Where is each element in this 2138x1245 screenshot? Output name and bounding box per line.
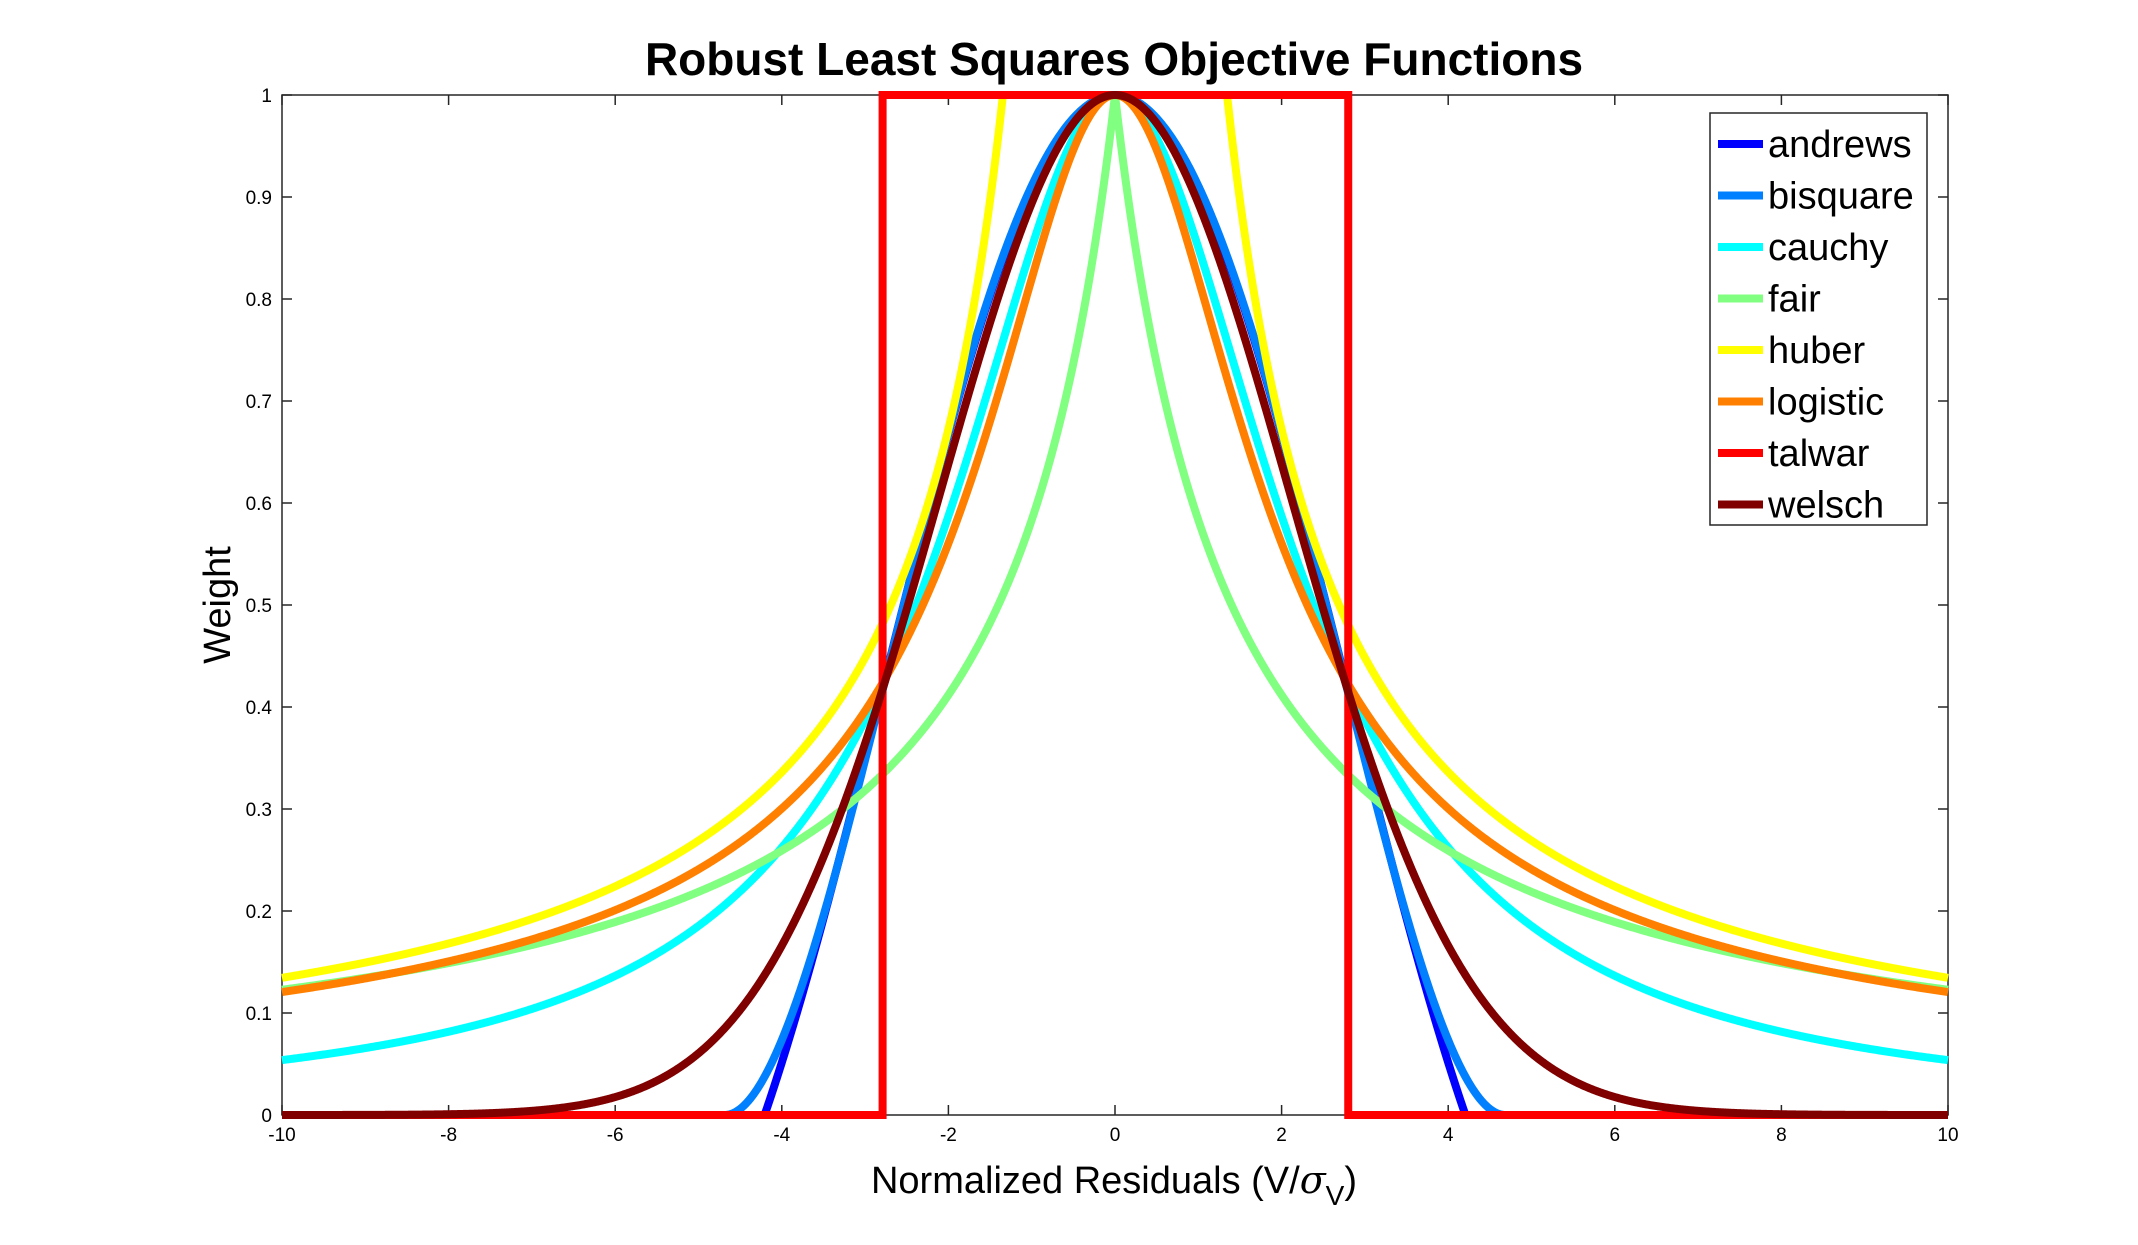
x-axis-label-subscript: V	[1326, 1180, 1345, 1211]
x-tick-label: 8	[1776, 1125, 1787, 1146]
x-tick-label: 4	[1443, 1125, 1454, 1146]
y-tick-label: 0	[261, 1106, 272, 1127]
y-tick-label: 0.8	[246, 290, 272, 311]
x-axis-label: Normalized Residuals (V/σV)	[871, 1158, 1357, 1211]
y-tick-label: 0.6	[246, 494, 272, 515]
x-tick-label: -10	[268, 1125, 295, 1146]
legend-label-cauchy: cauchy	[1768, 227, 1888, 269]
series-line-welsch	[282, 90, 1948, 1119]
legend-label-logistic: logistic	[1768, 382, 1884, 424]
x-tick-label: -8	[440, 1125, 457, 1146]
y-tick-label: 0.7	[246, 392, 272, 413]
legend-label-fair: fair	[1768, 279, 1821, 321]
y-tick-label: 0.1	[246, 1004, 272, 1025]
legend-label-welsch: welsch	[1767, 485, 1884, 527]
plot-area	[281, 94, 1949, 1116]
legend-label-huber: huber	[1768, 330, 1866, 372]
axis-tick-labels: -10 -8 -6 -4 -2 0 2 4 6 8 10 0 0.1 0.2 0.3 0.4 0.5 0.6 0.7…	[246, 86, 1959, 1146]
x-tick-label: -6	[607, 1125, 624, 1146]
y-tick-label: 0.2	[246, 902, 272, 923]
legend-label-talwar: talwar	[1768, 433, 1870, 475]
x-tick-label: 0	[1110, 1125, 1121, 1146]
series-lines	[281, 90, 1949, 1119]
chart-title: Robust Least Squares Objective Functions	[645, 33, 1583, 85]
x-axis-label-close: )	[1344, 1160, 1357, 1202]
legend-label-bisquare: bisquare	[1768, 176, 1914, 218]
x-axis-label-sigma: σ	[1300, 1158, 1327, 1202]
y-tick-label: 0.5	[246, 596, 272, 617]
x-tick-label: -2	[940, 1125, 957, 1146]
legend: andrews bisquare cauchy fair huber logistic ta…	[1709, 112, 1928, 527]
y-axis-label: Weight	[197, 546, 239, 664]
y-tick-label: 0.9	[246, 188, 272, 209]
x-tick-label: 6	[1610, 1125, 1621, 1146]
x-axis-label-main: Normalized Residuals (V/	[871, 1160, 1300, 1202]
y-tick-label: 1	[261, 86, 272, 107]
legend-box	[1709, 112, 1928, 526]
x-tick-label: -4	[773, 1125, 790, 1146]
x-tick-label: 10	[1937, 1125, 1958, 1146]
x-tick-label: 2	[1276, 1125, 1287, 1146]
y-tick-label: 0.3	[246, 800, 272, 821]
legend-label-andrews: andrews	[1768, 124, 1912, 166]
y-tick-label: 0.4	[246, 698, 273, 719]
